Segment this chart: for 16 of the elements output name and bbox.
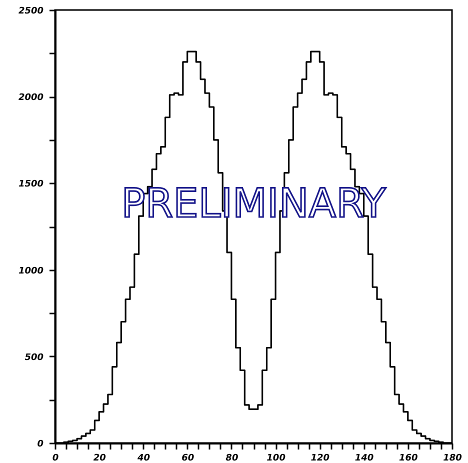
x-tick-label: 80 (226, 454, 238, 463)
x-tick-label: 160 (398, 454, 418, 463)
x-tick-label: 180 (443, 454, 462, 463)
y-tick-label: 1500 (18, 180, 44, 190)
x-tick-label: 120 (310, 454, 330, 463)
y-tick-label: 1000 (18, 266, 44, 276)
x-tick-label: 140 (354, 454, 374, 463)
x-tick-label: 100 (266, 454, 286, 463)
x-tick-label: 20 (93, 454, 106, 463)
x-tick-label: 60 (182, 454, 194, 463)
y-tick-label: 2500 (18, 6, 44, 16)
y-tick-label: 0 (37, 440, 44, 450)
x-tick-label: 40 (136, 454, 150, 463)
y-tick-label: 500 (24, 352, 44, 363)
x-tick-label: 0 (52, 454, 59, 463)
y-tick-label: 2000 (18, 93, 44, 104)
